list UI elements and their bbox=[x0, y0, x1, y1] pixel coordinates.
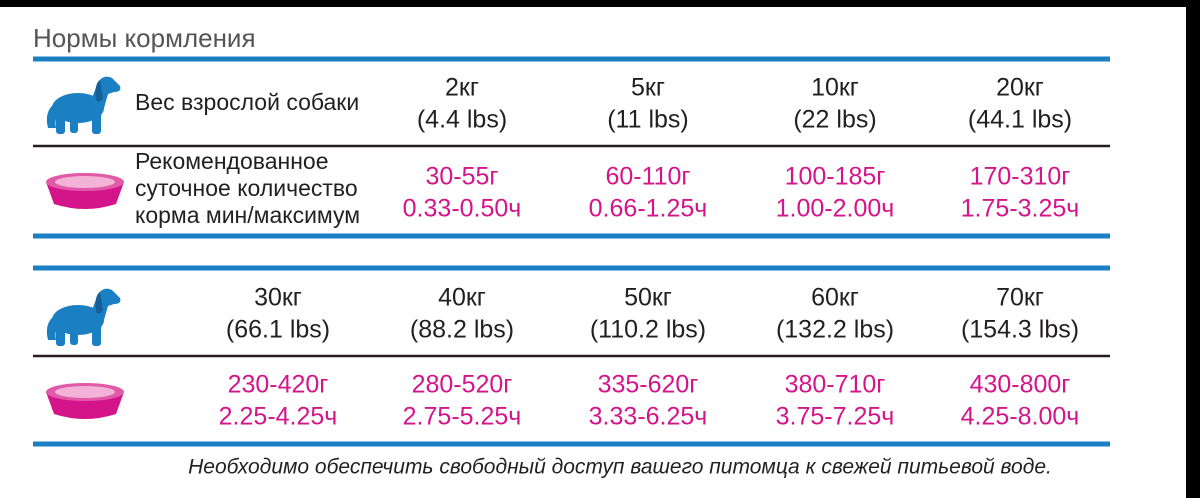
weight-cell: 30кг bbox=[254, 284, 302, 312]
bowl-icon bbox=[46, 383, 124, 419]
title: Нормы кормления bbox=[33, 23, 256, 53]
weight-cell: 2кг bbox=[445, 74, 479, 102]
feed-cell: 60-110г bbox=[605, 163, 690, 191]
weight-cell: (4.4 lbs) bbox=[417, 106, 507, 134]
top-edge bbox=[0, 0, 1200, 7]
weight-cell: 40кг bbox=[438, 284, 486, 312]
weight-cell: 10кг bbox=[811, 74, 859, 102]
weight-cell: (154.3 lbs) bbox=[961, 316, 1079, 344]
feed-label: Рекомендованное bbox=[135, 148, 329, 174]
feed-cell: 1.75-3.25ч bbox=[961, 195, 1080, 223]
weight-cell: (44.1 lbs) bbox=[968, 106, 1072, 134]
feed-cell: 3.75-7.25ч bbox=[776, 403, 895, 431]
weight-cell: (22 lbs) bbox=[793, 106, 876, 134]
weight-cell: (66.1 lbs) bbox=[226, 316, 330, 344]
weight-label: Вес взрослой собаки bbox=[135, 89, 359, 115]
feed-cell: 170-310г bbox=[970, 163, 1071, 191]
feed-cell: 3.33-6.25ч bbox=[589, 403, 708, 431]
feed-cell: 2.75-5.25ч bbox=[403, 403, 522, 431]
feed-cell: 380-710г bbox=[785, 371, 886, 399]
weight-cell: 60кг bbox=[811, 284, 859, 312]
weight-cell: 50кг bbox=[624, 284, 672, 312]
right-edge bbox=[1186, 0, 1200, 498]
weight-cell: 20кг bbox=[996, 74, 1044, 102]
feed-cell: 430-800г bbox=[970, 371, 1071, 399]
feed-cell: 4.25-8.00ч bbox=[961, 403, 1080, 431]
feed-cell: 0.33-0.50ч bbox=[403, 195, 522, 223]
weight-cell: 70кг bbox=[996, 284, 1044, 312]
feed-cell: 30-55г bbox=[425, 163, 498, 191]
dog-icon bbox=[46, 288, 121, 346]
weight-cell: 5кг bbox=[631, 74, 665, 102]
rules bbox=[33, 56, 1110, 447]
weight-cell: (11 lbs) bbox=[607, 106, 689, 134]
feed-cell: 100-185г bbox=[785, 163, 886, 191]
feed-cell: 335-620г bbox=[598, 371, 699, 399]
feed-cell: 230-420г bbox=[228, 371, 329, 399]
feed-label: суточное количество bbox=[135, 175, 358, 201]
feed-cell: 1.00-2.00ч bbox=[776, 195, 895, 223]
feed-cell: 0.66-1.25ч bbox=[589, 195, 708, 223]
feed-label: корма мин/максимум bbox=[135, 202, 360, 228]
dog-icon bbox=[46, 76, 121, 134]
weight-cell: (132.2 lbs) bbox=[776, 316, 894, 344]
feed-cell: 280-520г bbox=[412, 371, 513, 399]
feed-cell: 2.25-4.25ч bbox=[219, 403, 338, 431]
footnote: Необходимо обеспечить свободный доступ в… bbox=[188, 456, 1052, 479]
bowl-icon bbox=[46, 173, 124, 209]
weight-cell: (110.2 lbs) bbox=[590, 316, 706, 344]
weight-cell: (88.2 lbs) bbox=[410, 316, 514, 344]
